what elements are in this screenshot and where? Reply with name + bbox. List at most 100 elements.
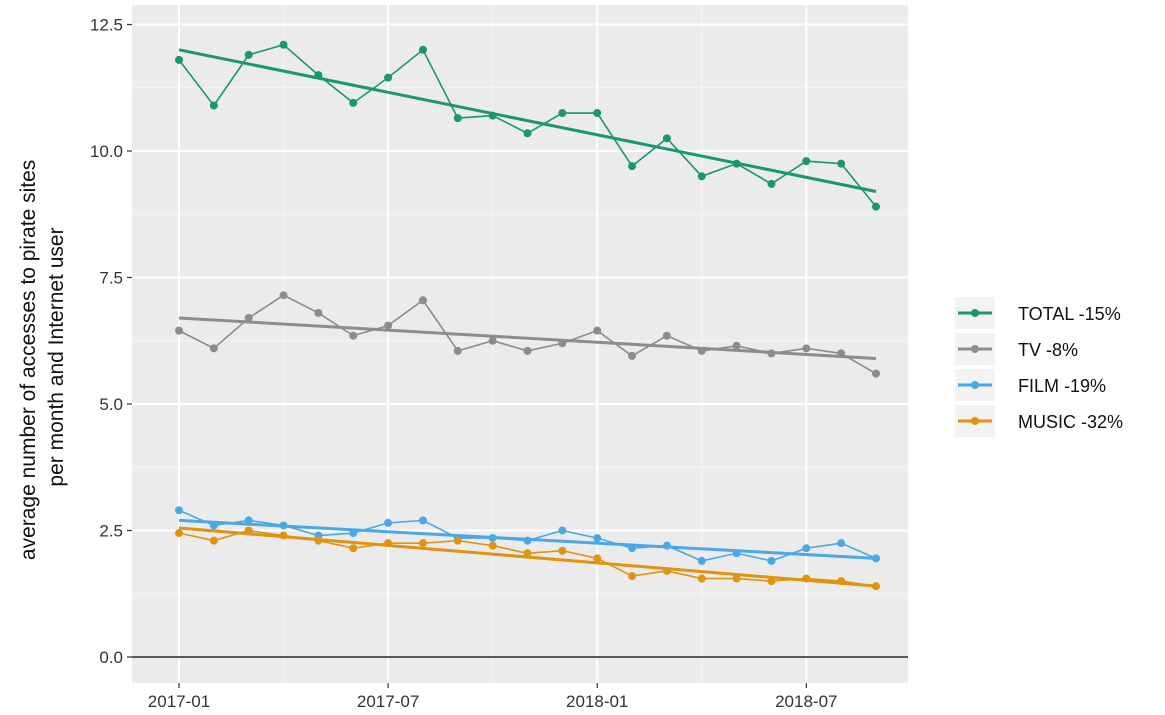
data-point — [314, 536, 323, 545]
data-point — [628, 162, 637, 171]
data-point — [349, 529, 358, 538]
data-point — [697, 556, 706, 565]
data-point — [523, 129, 532, 138]
y-tick-label: 7.5 — [99, 269, 123, 288]
legend-key-point — [971, 309, 979, 317]
series-total — [175, 40, 880, 211]
data-point — [279, 291, 288, 300]
data-point — [872, 369, 880, 378]
data-point — [872, 202, 880, 211]
data-point — [767, 577, 776, 586]
data-point — [349, 98, 358, 107]
data-point — [453, 114, 462, 123]
legend: TOTAL -15% TV -8% FILM -19% MUSIC -32% — [955, 297, 1123, 437]
data-point — [628, 544, 637, 553]
legend-item: TV -8% — [955, 333, 1078, 365]
data-point — [175, 55, 183, 64]
x-axis: 2017-01 2017-07 2018-01 2018-07 — [148, 683, 837, 711]
data-point — [767, 179, 776, 188]
data-point — [732, 159, 741, 168]
data-point — [279, 40, 288, 49]
legend-item: TOTAL -15% — [955, 297, 1121, 329]
legend-item: MUSIC -32% — [955, 405, 1123, 437]
legend-label: TV -8% — [1018, 340, 1078, 360]
data-point — [523, 346, 532, 355]
y-tick-label: 12.5 — [90, 16, 123, 35]
legend-item: FILM -19% — [955, 369, 1106, 401]
data-point — [453, 346, 462, 355]
data-point — [384, 518, 393, 527]
y-axis-title-line-2: per month and Internet user — [45, 227, 68, 486]
y-tick-label: 0.0 — [99, 648, 123, 667]
data-point — [558, 526, 567, 535]
data-point — [488, 541, 497, 550]
data-point — [872, 582, 880, 591]
legend-key-point — [971, 417, 979, 425]
data-point — [314, 308, 323, 317]
data-point — [593, 326, 602, 335]
y-axis-title-line-1: average number of accesses to pirate sit… — [17, 160, 40, 560]
data-point — [697, 346, 706, 355]
series-layer — [175, 40, 880, 591]
data-point — [349, 331, 358, 340]
y-axis-title: average number of accesses to pirate sit… — [17, 154, 68, 560]
plot-panel — [132, 5, 908, 683]
data-point — [453, 536, 462, 545]
data-point — [837, 539, 846, 548]
data-point — [488, 336, 497, 345]
data-point — [349, 544, 358, 553]
data-point — [697, 172, 706, 181]
data-point — [488, 534, 497, 543]
data-point — [802, 344, 811, 353]
y-tick-label: 10.0 — [90, 142, 123, 161]
data-point — [837, 159, 846, 168]
data-point — [244, 516, 253, 525]
grid-lines — [132, 5, 908, 683]
data-point — [802, 574, 811, 583]
data-point — [558, 546, 567, 555]
legend-label: MUSIC -32% — [1018, 412, 1123, 432]
data-point — [209, 521, 218, 530]
series-music — [175, 526, 880, 591]
data-point — [418, 45, 427, 54]
data-point — [175, 326, 183, 335]
data-point — [662, 566, 671, 575]
data-point — [872, 554, 880, 563]
data-point — [175, 506, 183, 515]
data-point — [279, 521, 288, 530]
data-point — [802, 544, 811, 553]
data-point — [732, 574, 741, 583]
x-tick-label: 2017-07 — [357, 692, 419, 711]
data-point — [767, 556, 776, 565]
y-tick-label: 2.5 — [99, 522, 123, 541]
trend-line — [178, 48, 877, 193]
data-point — [593, 534, 602, 543]
data-point — [244, 526, 253, 535]
legend-label: TOTAL -15% — [1018, 304, 1121, 324]
y-tick-label: 5.0 — [99, 395, 123, 414]
data-point — [384, 539, 393, 548]
data-point — [418, 296, 427, 305]
data-point — [523, 536, 532, 545]
data-point — [662, 134, 671, 143]
data-point — [662, 541, 671, 550]
data-point — [244, 313, 253, 322]
data-point — [488, 111, 497, 120]
data-point — [837, 349, 846, 358]
data-point — [593, 109, 602, 118]
legend-key-point — [971, 345, 979, 353]
data-point — [209, 536, 218, 545]
data-point — [558, 109, 567, 118]
y-axis: 0.0 2.5 5.0 7.5 10.0 12.5 — [90, 16, 132, 667]
series-tv — [175, 291, 880, 378]
data-point — [732, 549, 741, 558]
data-point — [628, 351, 637, 360]
data-point — [593, 554, 602, 563]
data-point — [244, 50, 253, 59]
data-point — [209, 344, 218, 353]
x-tick-label: 2017-01 — [148, 692, 210, 711]
trend-line — [178, 316, 877, 360]
data-point — [732, 341, 741, 350]
data-point — [418, 539, 427, 548]
